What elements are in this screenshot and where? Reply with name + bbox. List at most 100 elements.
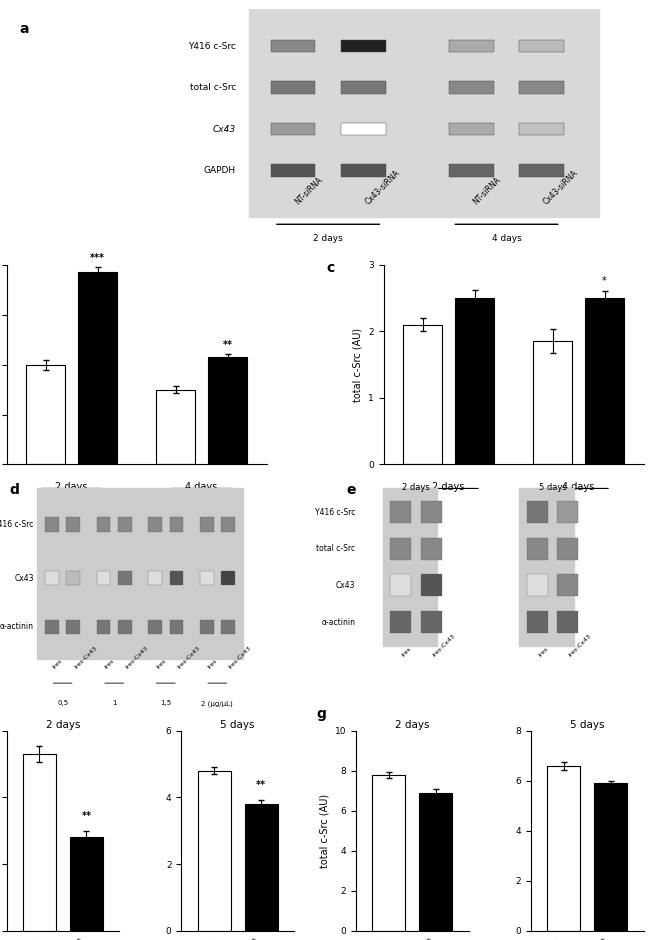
Bar (547, 766, 580, 931)
Bar (118, 619, 131, 634)
Text: g: g (317, 707, 326, 721)
Text: Cx43: Cx43 (213, 124, 236, 133)
Text: 1,5: 1,5 (160, 700, 172, 706)
Bar (170, 571, 183, 586)
Bar (97, 619, 110, 634)
Bar (419, 792, 452, 931)
Text: GAPDH: GAPDH (203, 166, 236, 175)
Bar (449, 82, 494, 94)
Text: total c-Src: total c-Src (316, 544, 356, 554)
Text: Ires: Ires (155, 658, 167, 669)
Text: Ires: Ires (207, 658, 218, 669)
Bar (200, 517, 213, 532)
Bar (383, 488, 437, 647)
Text: 2 (μg/μL): 2 (μg/μL) (202, 700, 233, 707)
Bar (148, 619, 162, 634)
Text: Ires-Cx43: Ires-Cx43 (431, 633, 456, 657)
Bar (271, 39, 315, 52)
Bar (45, 571, 58, 586)
Bar (66, 517, 80, 532)
Text: Ires: Ires (538, 646, 549, 657)
Bar (421, 611, 442, 633)
Bar (271, 123, 315, 135)
Bar (421, 538, 442, 560)
Bar (519, 82, 564, 94)
Text: 0,5: 0,5 (57, 700, 68, 706)
Bar (390, 501, 411, 524)
Bar (449, 39, 494, 52)
Bar (70, 838, 103, 931)
Bar (526, 611, 548, 633)
Bar (341, 82, 385, 94)
Bar (26, 365, 65, 464)
Text: Cx43-siRNA: Cx43-siRNA (363, 168, 401, 206)
Bar (148, 517, 162, 532)
Text: total c-Src: total c-Src (190, 83, 236, 92)
Text: NT-siRNA: NT-siRNA (293, 175, 324, 206)
Bar (148, 571, 162, 586)
Text: **: ** (256, 780, 266, 791)
Bar (156, 389, 195, 464)
Bar (78, 273, 117, 464)
Text: 2 days: 2 days (55, 482, 88, 492)
Bar (526, 501, 548, 524)
Text: α-actinin: α-actinin (0, 622, 34, 632)
Bar (449, 164, 494, 177)
Text: Ires-Cx43: Ires-Cx43 (228, 645, 253, 669)
Bar (557, 574, 578, 596)
Bar (45, 619, 58, 634)
Bar (118, 517, 131, 532)
Text: 2 days: 2 days (313, 234, 343, 243)
Bar (200, 571, 213, 586)
Text: 4 days: 4 days (185, 482, 218, 492)
Text: Y416 c-Src: Y416 c-Src (188, 41, 236, 51)
Bar (557, 501, 578, 524)
Bar (170, 517, 183, 532)
Bar (519, 39, 564, 52)
Bar (403, 324, 442, 464)
Bar (170, 619, 183, 634)
Text: 5 days: 5 days (539, 483, 566, 492)
Bar (585, 298, 624, 464)
Bar (66, 619, 80, 634)
Text: **: ** (222, 339, 233, 350)
Y-axis label: total c-Src (AU): total c-Src (AU) (319, 793, 330, 868)
Y-axis label: total c-Src (AU): total c-Src (AU) (352, 327, 363, 401)
Bar (519, 164, 564, 177)
Bar (421, 574, 442, 596)
Text: *: * (602, 276, 607, 286)
Text: 4 days: 4 days (562, 482, 595, 492)
Text: α-actinin: α-actinin (321, 618, 356, 627)
Bar (45, 517, 58, 532)
Text: Y416 c-Src: Y416 c-Src (315, 508, 356, 517)
Text: Ires-Cx43: Ires-Cx43 (567, 633, 592, 657)
Text: Ires: Ires (103, 658, 115, 669)
Bar (37, 488, 243, 659)
Bar (221, 571, 235, 586)
Bar (390, 611, 411, 633)
Bar (372, 775, 406, 931)
Bar (421, 501, 442, 524)
Text: 2 days: 2 days (402, 483, 430, 492)
Bar (341, 164, 385, 177)
Text: Ires: Ires (401, 646, 413, 657)
Bar (248, 0, 599, 217)
Bar (97, 571, 110, 586)
Bar (198, 771, 231, 931)
Bar (341, 123, 385, 135)
Bar (23, 754, 56, 931)
Bar (118, 571, 131, 586)
Bar (97, 517, 110, 532)
Text: 4 days: 4 days (491, 234, 521, 243)
Bar (533, 341, 572, 464)
Bar (526, 574, 548, 596)
Bar (557, 538, 578, 560)
Bar (66, 571, 80, 586)
Title: 5 days: 5 days (220, 720, 255, 730)
Text: 1: 1 (112, 700, 116, 706)
Text: c: c (326, 260, 335, 274)
Text: a: a (20, 22, 29, 36)
Bar (390, 574, 411, 596)
Bar (271, 164, 315, 177)
Text: Cx43: Cx43 (14, 573, 34, 583)
